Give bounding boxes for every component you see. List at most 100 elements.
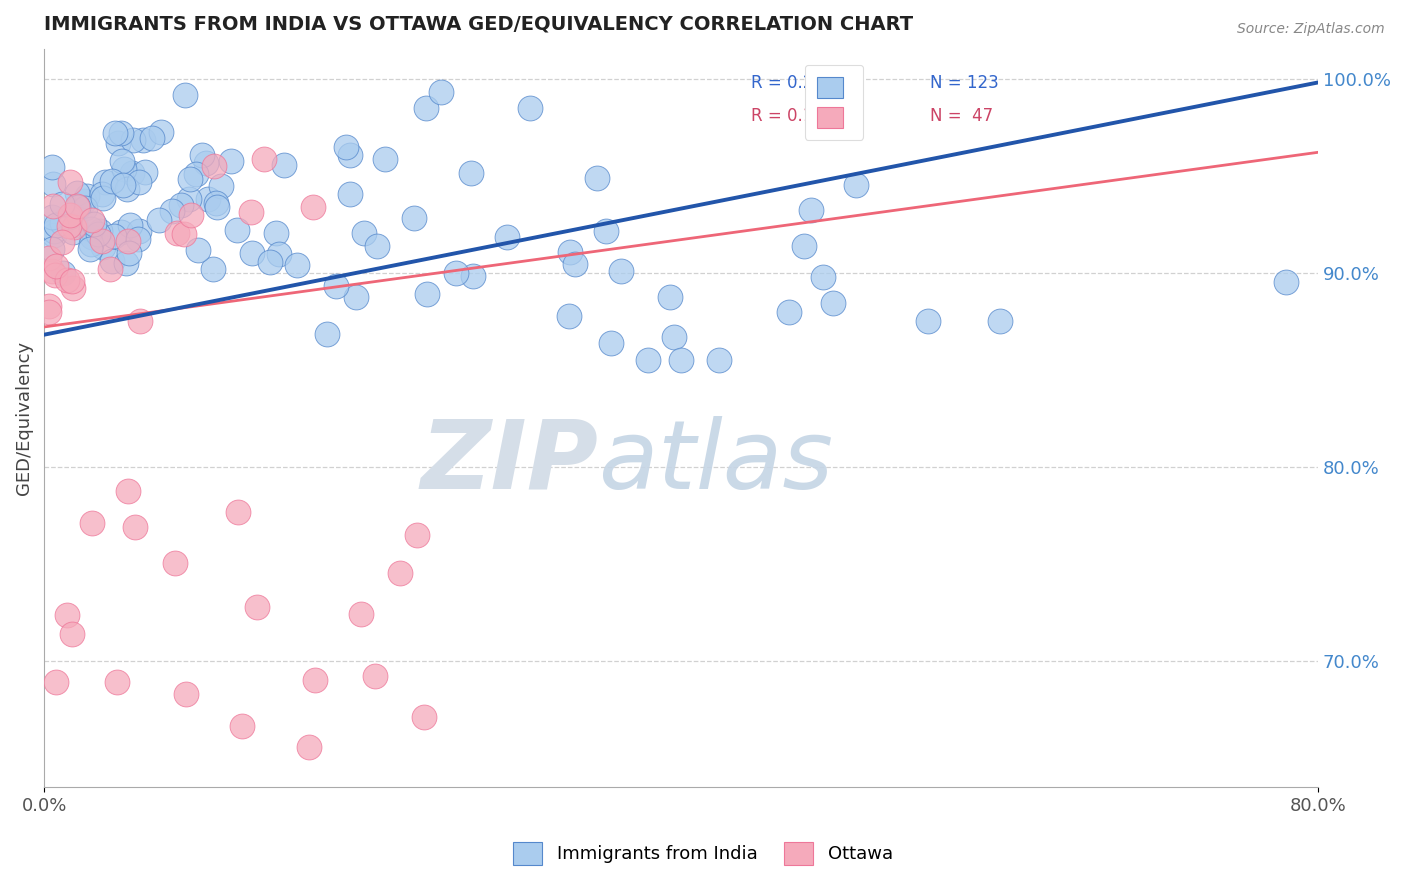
Point xyxy=(259,255,281,269)
Point xyxy=(60,627,83,641)
Point xyxy=(141,131,163,145)
Point xyxy=(105,675,128,690)
Point xyxy=(240,204,263,219)
Point xyxy=(406,528,429,542)
Point xyxy=(325,279,347,293)
Point xyxy=(59,175,82,189)
Point xyxy=(389,566,412,581)
Point xyxy=(595,223,617,237)
Point xyxy=(73,194,96,208)
Point xyxy=(128,224,150,238)
Point xyxy=(366,238,388,252)
Point xyxy=(148,213,170,227)
Point xyxy=(599,336,621,351)
Point xyxy=(219,153,242,168)
Point xyxy=(101,174,124,188)
Point xyxy=(558,245,581,260)
Text: N =  47: N = 47 xyxy=(929,107,993,125)
Point xyxy=(187,243,209,257)
Point xyxy=(120,218,142,232)
Point xyxy=(63,219,86,233)
Point xyxy=(1275,275,1298,289)
Point xyxy=(240,245,263,260)
Point xyxy=(165,556,187,570)
Point xyxy=(246,600,269,615)
Point xyxy=(917,314,939,328)
Point xyxy=(184,167,207,181)
Point xyxy=(297,739,319,754)
Point xyxy=(51,216,73,230)
Text: IMMIGRANTS FROM INDIA VS OTTAWA GED/EQUIVALENCY CORRELATION CHART: IMMIGRANTS FROM INDIA VS OTTAWA GED/EQUI… xyxy=(44,15,914,34)
Point xyxy=(82,212,104,227)
Point xyxy=(66,186,89,200)
Point xyxy=(226,505,249,519)
Point xyxy=(51,235,73,249)
Point xyxy=(202,160,225,174)
Point xyxy=(128,175,150,189)
Point xyxy=(364,669,387,683)
Point xyxy=(117,483,139,498)
Point xyxy=(80,222,103,236)
Point xyxy=(190,148,212,162)
Point xyxy=(118,245,141,260)
Y-axis label: GED/Equivalency: GED/Equivalency xyxy=(15,341,32,495)
Point xyxy=(112,178,135,192)
Point xyxy=(339,186,361,201)
Point xyxy=(94,175,117,189)
Point xyxy=(416,287,439,301)
Point xyxy=(111,154,134,169)
Point xyxy=(41,160,63,174)
Point xyxy=(162,204,184,219)
Point xyxy=(180,208,202,222)
Point xyxy=(429,86,451,100)
Point xyxy=(103,228,125,243)
Point xyxy=(41,242,63,256)
Point xyxy=(82,516,104,531)
Point xyxy=(209,179,232,194)
Point xyxy=(195,156,218,170)
Point xyxy=(45,259,67,273)
Text: R = 0.297: R = 0.297 xyxy=(751,74,835,93)
Point xyxy=(344,290,367,304)
Point xyxy=(463,268,485,283)
Point xyxy=(58,211,80,225)
Point xyxy=(91,234,114,248)
Point xyxy=(402,211,425,225)
Point xyxy=(42,199,65,213)
Point xyxy=(415,101,437,115)
Point xyxy=(174,88,197,103)
Point xyxy=(76,189,98,203)
Point xyxy=(58,208,80,222)
Point xyxy=(664,330,686,344)
Point xyxy=(339,148,361,162)
Point xyxy=(197,192,219,206)
Point xyxy=(557,309,579,323)
Point xyxy=(121,133,143,147)
Point xyxy=(264,226,287,240)
Point xyxy=(707,353,730,368)
Point xyxy=(564,257,586,271)
Point xyxy=(91,191,114,205)
Point xyxy=(98,262,121,277)
Legend: , : , xyxy=(804,65,863,140)
Point xyxy=(669,353,692,368)
Point xyxy=(205,200,228,214)
Text: Source: ZipAtlas.com: Source: ZipAtlas.com xyxy=(1237,22,1385,37)
Point xyxy=(821,295,844,310)
Point xyxy=(87,227,110,241)
Point xyxy=(114,255,136,269)
Point xyxy=(93,240,115,254)
Point xyxy=(44,268,66,282)
Point xyxy=(988,314,1011,328)
Point xyxy=(110,126,132,140)
Point xyxy=(412,710,434,724)
Point xyxy=(121,165,143,179)
Point xyxy=(460,165,482,179)
Point xyxy=(110,225,132,239)
Point xyxy=(91,187,114,202)
Point xyxy=(301,200,323,214)
Point xyxy=(129,313,152,327)
Point xyxy=(66,199,89,213)
Point xyxy=(285,258,308,272)
Point xyxy=(62,225,84,239)
